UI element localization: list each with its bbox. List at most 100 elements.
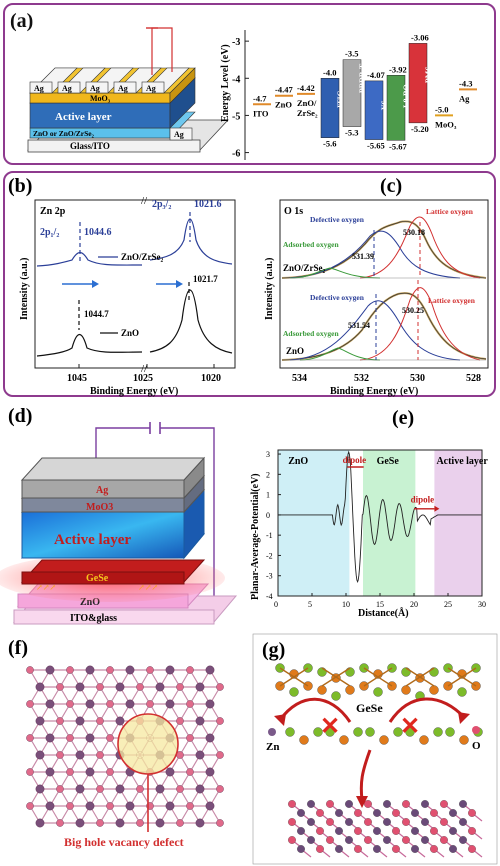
e-xtick: 10 [342, 600, 350, 609]
lattice-atom [66, 734, 74, 742]
lattice-atom [66, 768, 74, 776]
svg-text:Ag: Ag [90, 84, 100, 93]
zno-atom [411, 809, 419, 817]
b-legend-1: ZnO/ZrSe₂ [121, 252, 164, 262]
energy-level-value: -5.0 [435, 104, 448, 114]
energy-level-name: ITO [253, 108, 269, 118]
lattice-atom [125, 801, 135, 811]
zno-atom [383, 818, 391, 826]
b-v4: 1021.7 [193, 274, 218, 284]
moo3-layer-label: MoO₃ [90, 94, 111, 103]
b-ylabel: Intensity (a.u.) [19, 257, 30, 320]
panel-c: (c) O 1s Defective oxygen Adsorbed oxyge… [264, 175, 489, 397]
c-adsorbed-bottom: Adsorbed oxygen [283, 329, 339, 338]
zno-atom [364, 800, 372, 808]
lattice-atom [75, 716, 85, 726]
zno-atom [288, 800, 296, 808]
energy-bottom-value: -5.20 [411, 124, 429, 134]
energy-top-value: -3.92 [389, 64, 407, 74]
gese-atom [401, 685, 411, 695]
lattice-atom [146, 700, 154, 708]
lattice-atom [85, 733, 95, 743]
zno-atom [297, 845, 305, 853]
lattice-atom [106, 700, 114, 708]
lattice-atom [66, 666, 74, 674]
e-xtick: 30 [478, 600, 486, 609]
lattice-atom [176, 785, 184, 793]
lattice-atom [115, 818, 125, 828]
c-bottom-sample: ZnO [286, 346, 304, 356]
zno-atom [411, 845, 419, 853]
energy-bar-label: Y6 [380, 100, 389, 110]
panel-d-label: (d) [8, 405, 32, 427]
block-cross-left: ✕ [320, 714, 340, 740]
zno-atom [402, 800, 410, 808]
lattice-atom [205, 767, 215, 777]
svg-text:↗↗↗: ↗↗↗ [36, 583, 56, 592]
lattice-atom [216, 785, 224, 793]
zno-atom [288, 836, 296, 844]
lattice-atom [85, 767, 95, 777]
panel-e-label: (e) [392, 407, 414, 429]
c-t2: 531.39 [352, 252, 374, 261]
lattice-atom [195, 716, 205, 726]
zno-atom [354, 809, 362, 817]
energy-bar-label: PBDB-T [358, 63, 367, 93]
gese-atom [365, 727, 375, 737]
gese-atom [317, 685, 327, 695]
panel-c-axes [279, 199, 489, 369]
lattice-atom [216, 717, 224, 725]
energy-bar-label: L8-BO [402, 84, 411, 108]
d-moo3: MoO3 [86, 502, 113, 513]
potential-trace [278, 450, 482, 584]
zno-atom [440, 818, 448, 826]
lattice-atom [35, 682, 45, 692]
e-gese: GeSe [377, 456, 400, 467]
panel-d: (d) ITO&glass ZnO GeSe ↗↗↗ ↗↗↗ Active la… [0, 405, 238, 625]
energy-level-name2: ZrSe₂ [297, 108, 318, 118]
zno-atom [421, 836, 429, 844]
energy-bar-pbdbt [342, 59, 362, 127]
zno-atom [430, 809, 438, 817]
lattice-atom [85, 665, 95, 675]
lattice-atom [85, 801, 95, 811]
region-2 [434, 450, 482, 596]
lattice-atom [195, 750, 205, 760]
lattice-atom [186, 700, 194, 708]
e-xlabel: Distance(Å) [358, 607, 409, 619]
lattice-atom [125, 699, 135, 709]
device-stack: Glass/ITO ZnO or ZnO/ZrSe₂ Ag Active lay… [27, 27, 229, 153]
e-active: Active layer [436, 456, 488, 467]
lattice-atom [155, 682, 165, 692]
energy-diagram: Energy Level (eV) -3 -4 -5 -6 -4.7 ITO -4.47 Z… [220, 30, 477, 160]
energy-bottom-value: -5.65 [367, 141, 385, 151]
lattice-atom [26, 768, 34, 776]
gese-atom [459, 735, 469, 745]
lattice-atom [136, 785, 144, 793]
energy-bottom-value: -5.3 [345, 128, 358, 138]
zno-atom [307, 800, 315, 808]
zno-atom [449, 809, 457, 817]
zno-atom [326, 836, 334, 844]
lattice-atom [205, 699, 215, 709]
zno-atom [459, 800, 467, 808]
svg-text:↗↗↗: ↗↗↗ [138, 583, 158, 592]
d-ito: ITO&glass [70, 613, 117, 624]
e-ytick: -4 [266, 592, 273, 601]
zno-atom [373, 827, 381, 835]
svg-text://: // [141, 195, 148, 207]
lattice-atom [186, 734, 194, 742]
c-b1: 530.25 [402, 306, 424, 315]
zno-atom [364, 818, 372, 826]
energy-bar-y6 [364, 80, 384, 140]
lattice-atom [96, 717, 104, 725]
zno-atom [354, 845, 362, 853]
zno-atom [297, 827, 305, 835]
svg-text://: // [141, 363, 148, 375]
gese-atom [285, 727, 295, 737]
energy-bottom-value: -5.67 [389, 141, 407, 151]
e-ytick: -1 [266, 531, 273, 540]
gese-atom [345, 685, 355, 695]
lattice-atom [26, 734, 34, 742]
lattice-atom [136, 819, 144, 827]
